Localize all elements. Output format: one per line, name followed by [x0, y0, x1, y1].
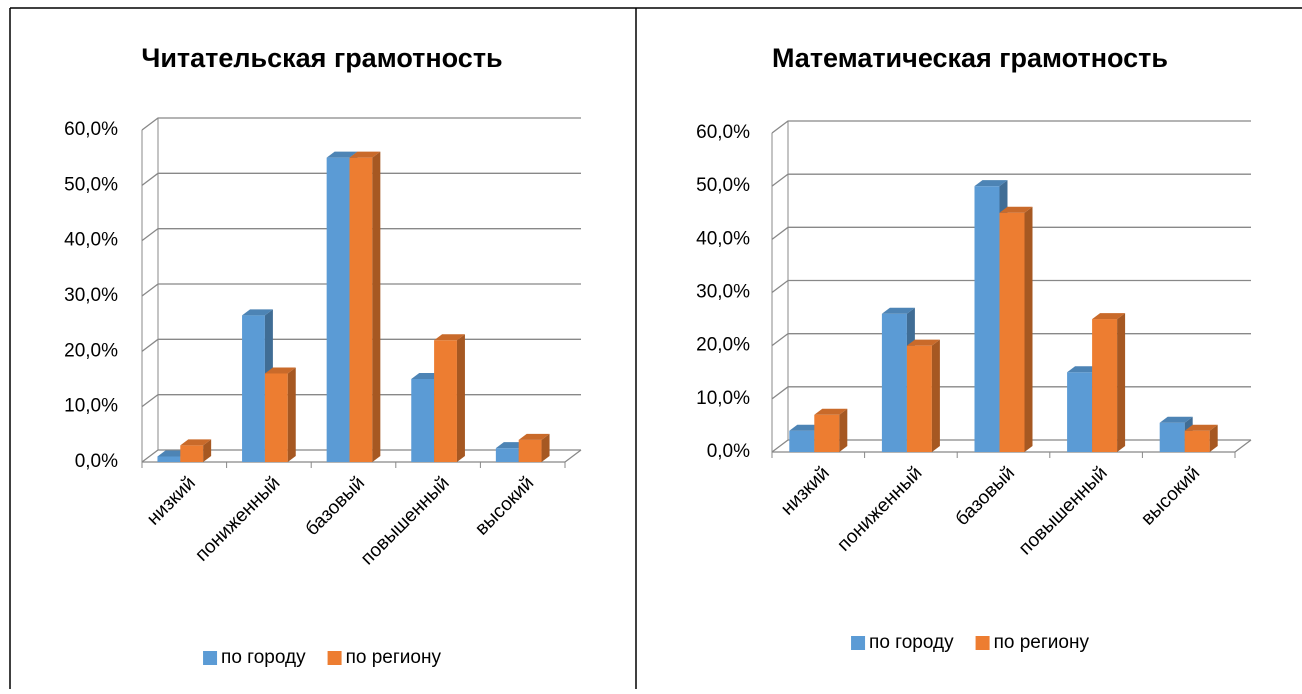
- bar: [1067, 372, 1093, 452]
- y-tick-label: 20,0%: [64, 340, 118, 361]
- grid-line: [771, 173, 1251, 187]
- y-tick-label: 20,0%: [696, 335, 750, 356]
- y-tick-label: 0,0%: [707, 441, 750, 462]
- y-tick-label: 50,0%: [64, 174, 118, 195]
- grid-line: [771, 226, 1251, 240]
- bar: [906, 345, 932, 452]
- x-tick-label: повышенный: [357, 473, 454, 570]
- bar: [411, 379, 435, 462]
- chart-title: Математическая грамотность: [772, 43, 1168, 73]
- legend-item: по региону: [975, 632, 1090, 653]
- bar: [264, 373, 288, 462]
- y-tick-label: 30,0%: [64, 285, 118, 306]
- bar-side: [1024, 206, 1033, 452]
- bar-side: [456, 334, 465, 462]
- bar: [789, 430, 815, 452]
- bar: [495, 448, 519, 462]
- y-tick-label: 10,0%: [64, 396, 118, 417]
- legend-swatch: [327, 651, 342, 665]
- legend-label: по региону: [346, 647, 442, 668]
- grid-line: [141, 117, 581, 131]
- bar-side: [287, 367, 296, 462]
- bar: [180, 445, 204, 462]
- bar: [349, 157, 373, 462]
- y-tick-label: 40,0%: [64, 230, 118, 251]
- grid-line: [141, 283, 581, 297]
- bar-top: [906, 339, 940, 346]
- y-tick-label: 10,0%: [696, 388, 750, 409]
- grid-line: [141, 172, 581, 186]
- x-tick-label: низкий: [777, 463, 834, 520]
- x-tick-label: низкий: [143, 473, 200, 530]
- bar-side: [203, 439, 212, 462]
- legend-label: по городу: [221, 647, 306, 668]
- bar-top: [264, 367, 296, 374]
- legend-item: по городу: [851, 632, 954, 653]
- bar: [1184, 430, 1210, 452]
- bar-top: [180, 439, 212, 446]
- bar: [814, 414, 840, 452]
- legend-item: по городу: [203, 647, 306, 668]
- bar-top: [1067, 366, 1101, 373]
- y-tick-label: 30,0%: [696, 282, 750, 303]
- x-tick-label: высокий: [471, 473, 538, 540]
- bar-top: [518, 433, 550, 440]
- chart-title: Читательская грамотность: [141, 43, 502, 73]
- grid-line: [771, 120, 1251, 134]
- bar-side: [839, 408, 848, 452]
- legend-label: по региону: [994, 632, 1090, 653]
- grid-line: [771, 279, 1251, 294]
- bar-side: [1117, 313, 1126, 452]
- y-tick-label: 0,0%: [75, 451, 118, 472]
- bar-top: [326, 151, 358, 158]
- y-tick-label: 60,0%: [696, 122, 750, 143]
- bar: [1092, 319, 1118, 452]
- x-tick-label: пониженный: [833, 463, 926, 556]
- x-tick-label: пониженный: [191, 473, 284, 566]
- bar: [881, 313, 907, 452]
- bar-top: [974, 180, 1008, 187]
- legend-swatch: [975, 636, 990, 650]
- bar: [242, 315, 265, 462]
- bar-top: [814, 408, 848, 415]
- grid-line: [141, 228, 581, 242]
- bar-top: [1092, 313, 1126, 320]
- bar: [518, 439, 542, 462]
- y-tick-label: 50,0%: [696, 175, 750, 196]
- legend-label: по городу: [869, 632, 954, 653]
- bar: [974, 186, 1000, 452]
- bar: [999, 212, 1025, 452]
- bar-top: [1184, 424, 1218, 431]
- bar-side: [541, 433, 550, 462]
- bar-top: [1159, 416, 1193, 423]
- bar: [326, 157, 350, 462]
- bar-top: [789, 424, 823, 431]
- y-tick-label: 60,0%: [64, 119, 118, 140]
- bar: [434, 340, 457, 462]
- x-tick-label: базовый: [952, 463, 1019, 530]
- bar: [157, 456, 181, 462]
- legend-item: по региону: [327, 647, 442, 668]
- x-tick-label: базовый: [302, 473, 369, 540]
- bar-side: [372, 151, 381, 462]
- legend-swatch: [203, 651, 218, 665]
- legend-swatch: [851, 636, 866, 650]
- x-tick-label: повышенный: [1015, 463, 1112, 560]
- bar-side: [931, 339, 940, 452]
- bar: [1159, 422, 1185, 452]
- x-tick-label: высокий: [1137, 463, 1204, 530]
- bar-top: [349, 151, 381, 158]
- bar-top: [999, 206, 1033, 213]
- bar-top: [881, 307, 915, 314]
- y-tick-label: 40,0%: [696, 228, 750, 249]
- bar-side: [1209, 424, 1218, 452]
- bar-top: [242, 309, 273, 316]
- bar-top: [434, 334, 465, 341]
